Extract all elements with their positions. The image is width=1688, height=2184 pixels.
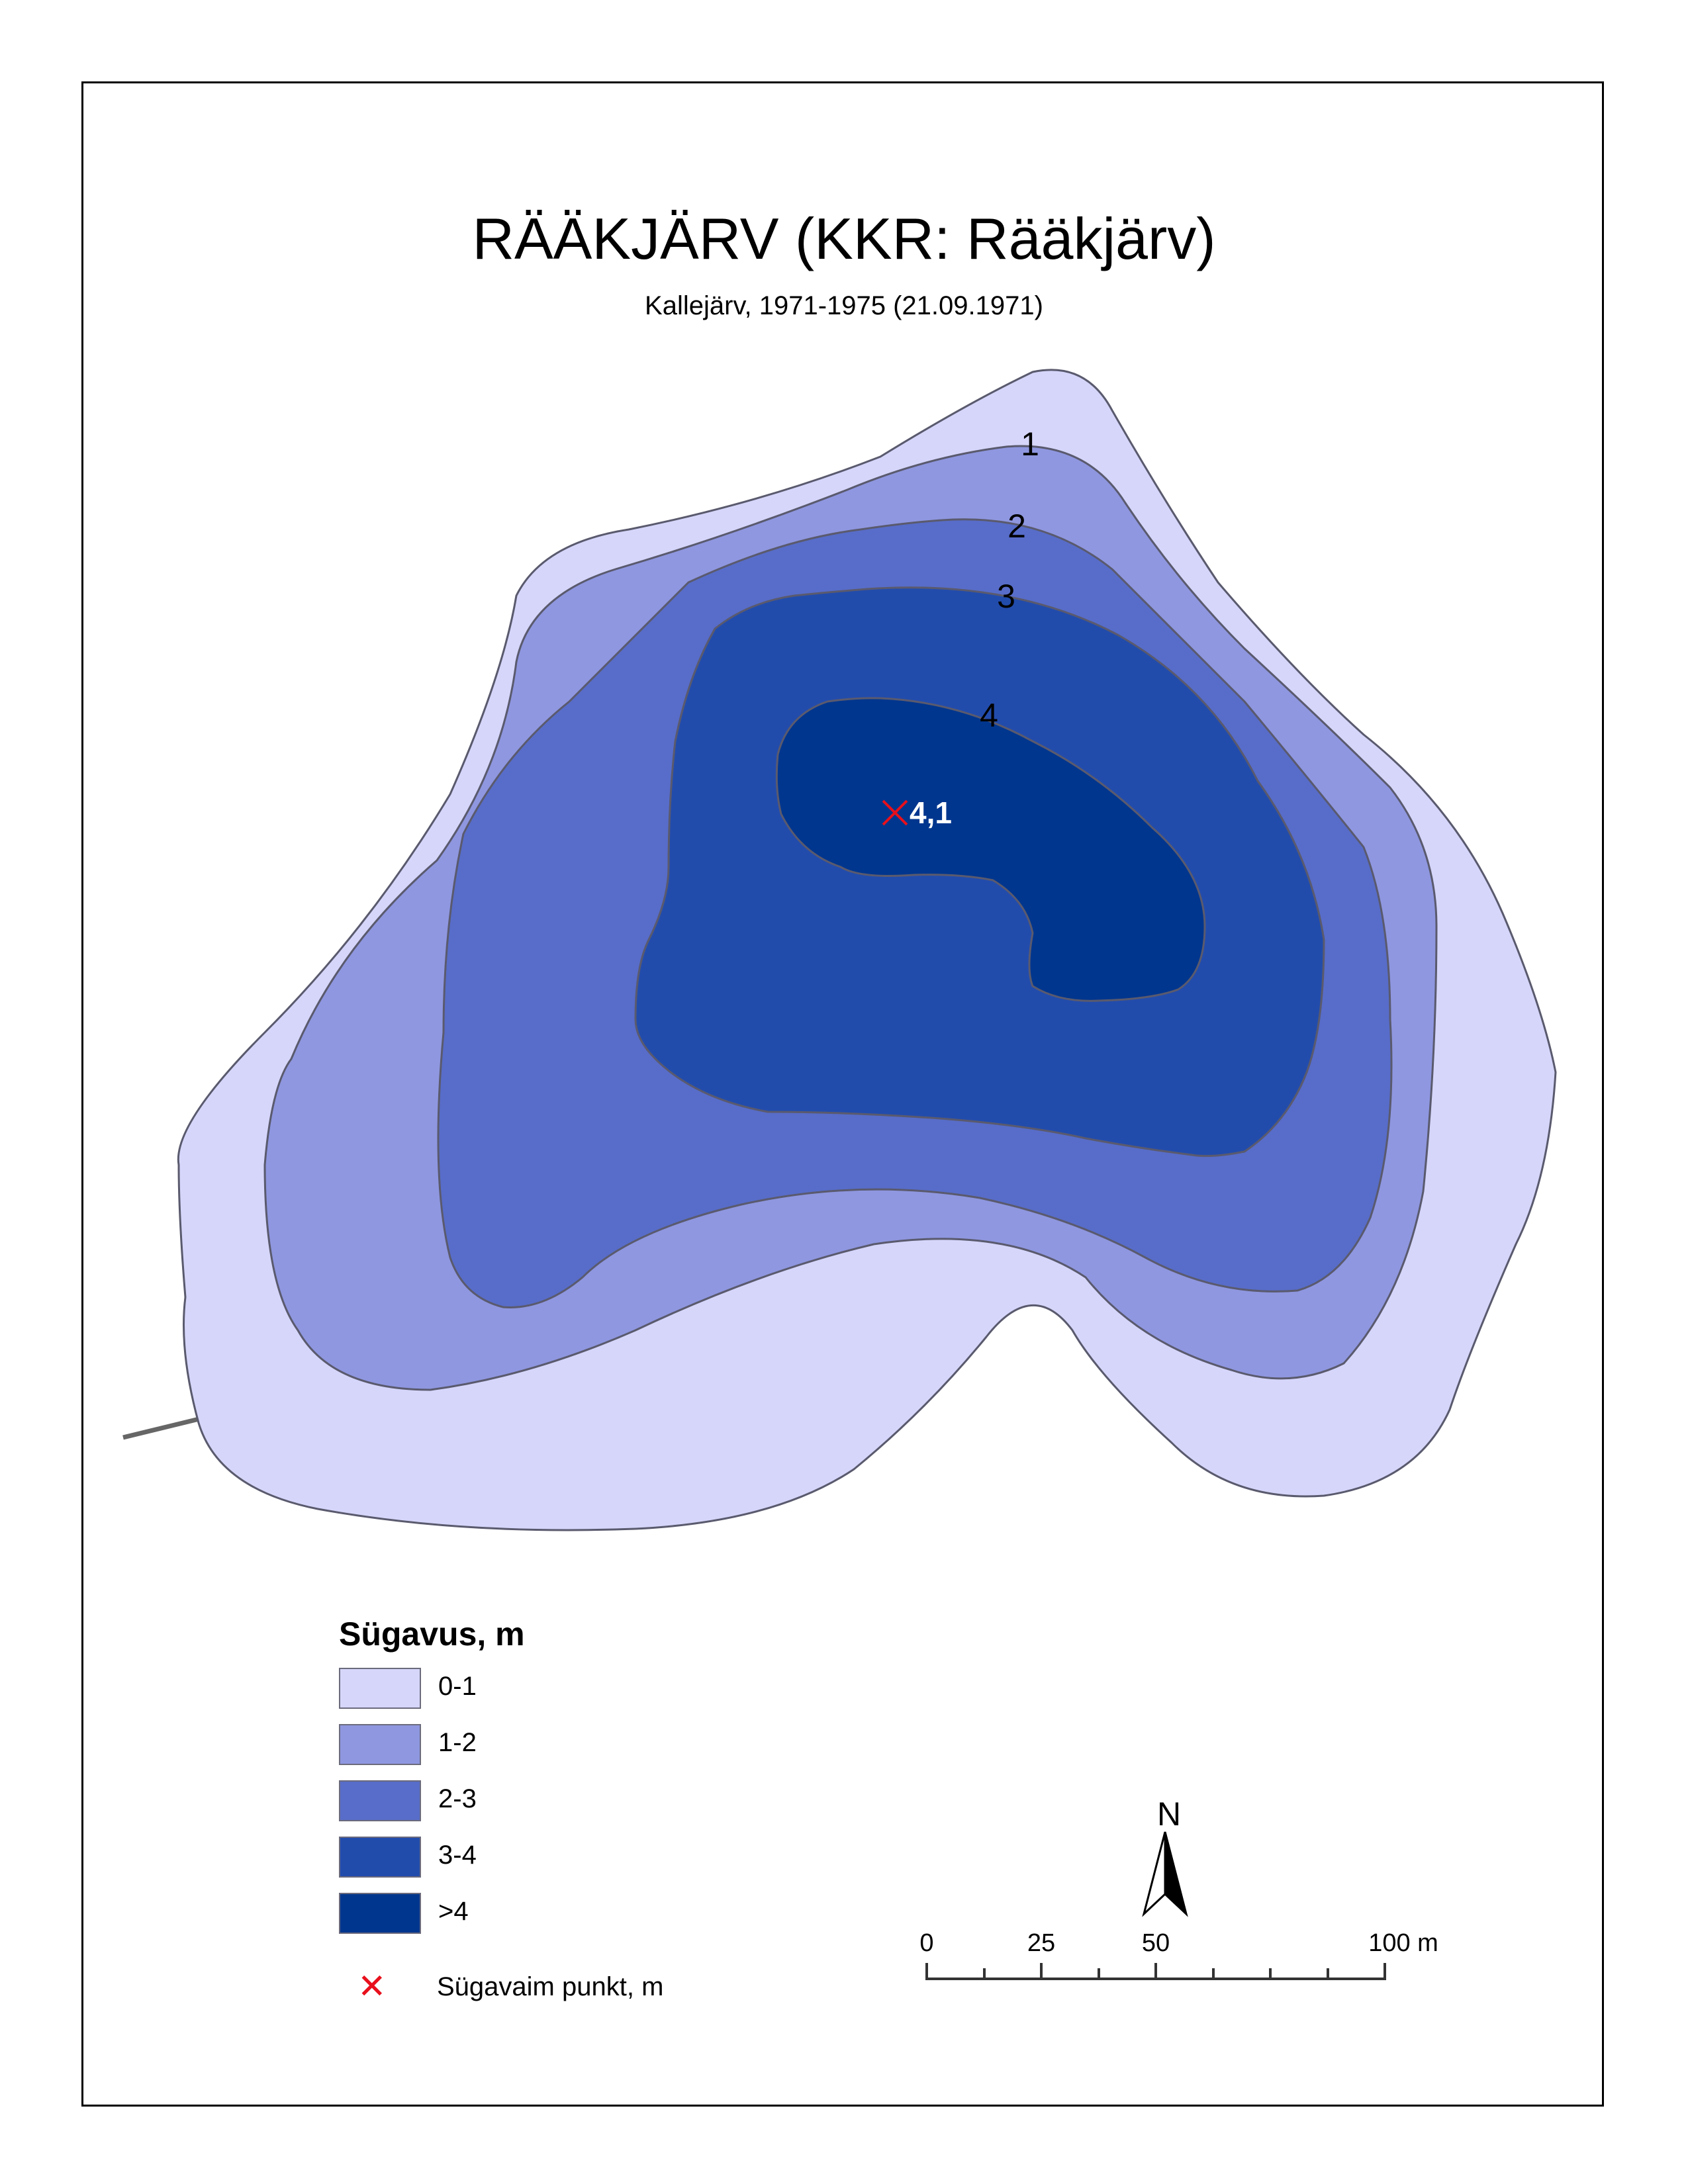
legend-swatch [339, 1668, 421, 1709]
scale-label-25: 25 [1027, 1929, 1056, 1957]
legend-label: 3-4 [438, 1841, 477, 1870]
legend-title: Sügavus, m [339, 1615, 525, 1653]
depth-zone-gt4 [775, 697, 1206, 1002]
legend-swatch [339, 1893, 421, 1934]
deepest-point-value: 4,1 [910, 796, 952, 830]
legend-swatch [339, 1780, 421, 1821]
contour-label-1: 1 [1021, 426, 1039, 463]
contour-label-3: 3 [997, 578, 1015, 615]
legend-swatch [339, 1837, 421, 1878]
map-frame [81, 81, 1604, 2107]
legend-label: 0-1 [438, 1672, 477, 1701]
legend-swatch [339, 1724, 421, 1765]
map-title: RÄÄKJÄRV (KKR: Rääkjärv) [472, 206, 1216, 271]
deepest-point-marker-icon [882, 799, 908, 826]
legend-label: 2-3 [438, 1784, 477, 1813]
outlet-line [122, 1416, 203, 1440]
scale-label-0: 0 [919, 1929, 934, 1957]
contour-label-4: 4 [980, 697, 998, 734]
map-subtitle: Kallejärv, 1971-1975 (21.09.1971) [645, 291, 1043, 320]
legend-label: 1-2 [438, 1728, 477, 1757]
scale-bar [925, 1963, 1386, 1980]
deepest-point-legend-icon: ✕ [357, 1968, 387, 2006]
north-label: N [1157, 1796, 1182, 1833]
contour-label-2: 2 [1008, 508, 1026, 545]
north-arrow-icon [1142, 1831, 1188, 1917]
legend-label: Sügavaim punkt, m [437, 1972, 664, 2001]
scale-label-100: 100 m [1368, 1929, 1438, 1957]
legend-label: >4 [438, 1897, 469, 1926]
scale-label-50: 50 [1141, 1929, 1170, 1957]
